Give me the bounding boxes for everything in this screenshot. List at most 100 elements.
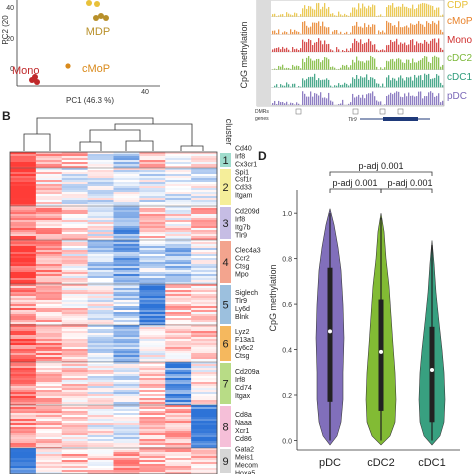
track-bar [280, 66, 282, 70]
heatmap-cell [10, 460, 37, 463]
heatmap-cell [139, 162, 166, 165]
heatmap-cell [87, 462, 114, 465]
heatmap-cell [139, 417, 166, 420]
track-bar [410, 63, 412, 70]
heatmap-cell [35, 378, 63, 381]
heatmap-cell [35, 357, 63, 360]
track-bar [398, 77, 400, 88]
heatmap-cell [113, 362, 140, 365]
cluster-gene: Mpo [235, 272, 249, 279]
heatmap-cell [87, 370, 114, 373]
heatmap-cell [165, 329, 192, 332]
heatmap-cell [113, 390, 140, 393]
heatmap-cell [87, 466, 114, 469]
heatmap-cell [165, 266, 192, 269]
heatmap-cell [35, 370, 63, 373]
track-bar [340, 14, 342, 17]
track-bar [354, 25, 356, 35]
heatmap-cell [191, 345, 218, 348]
track-bar [314, 22, 316, 35]
track-bar [332, 31, 334, 35]
tracks-highlight [257, 0, 271, 106]
track-bar [396, 6, 398, 17]
track-bar [294, 12, 296, 17]
heatmap-cell [35, 174, 63, 177]
tracks-y-label: CpG methylation [239, 21, 249, 88]
heatmap-cell [165, 252, 192, 255]
track-bar [302, 91, 304, 105]
heatmap-cell [61, 246, 88, 249]
track-bar [374, 5, 376, 17]
heatmap-cell [10, 174, 37, 177]
track-bar [378, 15, 380, 17]
track-bar [392, 42, 394, 52]
track-bar [298, 86, 300, 88]
heatmap-cell [191, 212, 218, 215]
heatmap-cell [10, 274, 37, 277]
track-bar [352, 93, 354, 105]
heatmap-cell [10, 288, 37, 291]
heatmap-cell [191, 244, 218, 247]
heatmap-cell [10, 270, 37, 273]
cluster-gene: Cd74 [235, 385, 252, 392]
heatmap-cell [61, 286, 88, 289]
heatmap-cell [10, 298, 37, 301]
track-bar [410, 8, 412, 17]
track-bar [334, 30, 336, 35]
heatmap-cell [10, 210, 37, 213]
track-bar [352, 43, 354, 52]
heatmap-cell [87, 288, 114, 291]
heatmap-cell [113, 370, 140, 373]
track-bar [424, 96, 426, 105]
heatmap-cell [87, 160, 114, 163]
heatmap-cell [61, 470, 88, 473]
heatmap-cell [139, 186, 166, 189]
cluster-title: cluster [224, 119, 234, 146]
heatmap-cell [139, 274, 166, 277]
track-bar [408, 77, 410, 88]
heatmap-cell [35, 325, 63, 328]
heatmap-cell [191, 170, 218, 173]
track-bar [426, 74, 428, 88]
track-bar [410, 23, 412, 35]
track-bar [410, 40, 412, 52]
heatmap-cell [139, 302, 166, 305]
heatmap-cell [191, 378, 218, 381]
track-bar [434, 96, 436, 105]
heatmap-cell [191, 325, 218, 328]
heatmap-cell [87, 362, 114, 365]
track-bar [406, 96, 408, 105]
cluster-number: 3 [222, 218, 228, 230]
cluster-gene: Cd209d [235, 209, 260, 216]
track-bar [350, 65, 352, 70]
heatmap-cell [113, 359, 140, 362]
track-bar [384, 50, 386, 52]
heatmap-cell [165, 394, 192, 397]
track-bar [436, 7, 438, 17]
track-bar [320, 80, 322, 88]
heatmap-cell [87, 268, 114, 271]
heatmap-cell [139, 470, 166, 473]
heatmap-cell [87, 380, 114, 383]
heatmap-cell [87, 468, 114, 471]
heatmap-cell [87, 376, 114, 379]
heatmap-cell [113, 394, 140, 397]
track-bar [316, 80, 318, 88]
heatmap-cell [10, 252, 37, 255]
heatmap-cell [87, 166, 114, 169]
heatmap-cell [191, 190, 218, 193]
track-bar [396, 38, 398, 52]
track-bar [344, 32, 346, 35]
track-bar [412, 24, 414, 35]
heatmap-cell [87, 386, 114, 389]
track-bar [296, 102, 298, 105]
heatmap-cells [10, 152, 218, 474]
heatmap-cell [113, 396, 140, 399]
pca-label-mdp: MDP [86, 26, 110, 38]
track-bar [386, 60, 388, 70]
heatmap-cell [87, 274, 114, 277]
heatmap-cell [61, 216, 88, 219]
heatmap-cell [35, 196, 63, 199]
heatmap-cell [113, 216, 140, 219]
heatmap-cell [35, 351, 63, 354]
